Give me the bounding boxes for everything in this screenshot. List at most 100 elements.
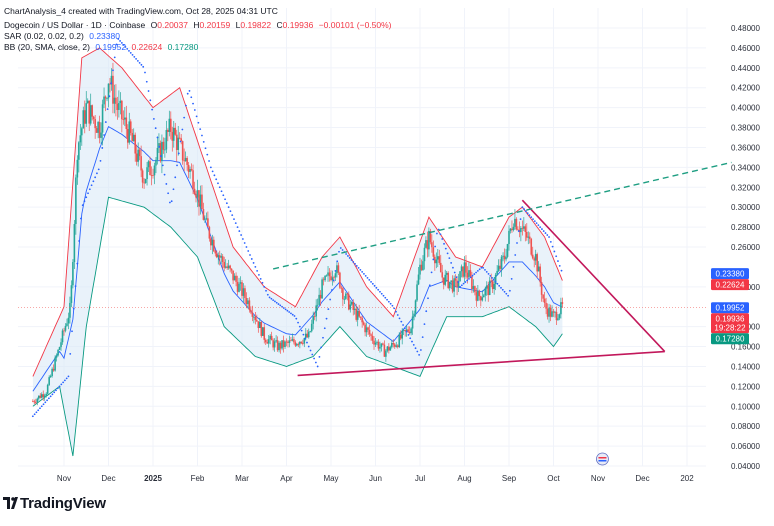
candle-body [334, 273, 337, 278]
sar-dot [169, 201, 171, 204]
sar-dot [448, 257, 451, 260]
candle-body [146, 167, 148, 180]
candle-body [86, 100, 89, 104]
candle-body [174, 127, 177, 135]
candle-body [371, 335, 374, 341]
sar-dot [485, 270, 488, 273]
sar-dot [484, 268, 486, 271]
sar-legend[interactable]: SAR (0.02, 0.02, 0.2) 0.23380 [4, 31, 120, 41]
x-tick-label: Jun [369, 474, 382, 483]
candle-body [345, 293, 347, 299]
ohlc-l: L0.19822 [235, 20, 272, 30]
candle-body [149, 161, 151, 176]
ohlc-c: C0.19936 [276, 20, 314, 30]
sar-dot [533, 220, 536, 223]
candle-body [104, 96, 107, 99]
candle-body [542, 294, 544, 299]
candle-body [214, 251, 217, 254]
candle-body [437, 256, 439, 260]
candle-body [472, 286, 475, 289]
sar-dot [165, 183, 168, 185]
sar-dot [371, 282, 374, 285]
x-tick-label: Nov [591, 474, 605, 483]
sar-dot [186, 92, 189, 95]
candle-body [167, 130, 169, 132]
sar-dot [407, 334, 410, 336]
candle-body [81, 128, 83, 136]
sar-dot [363, 272, 365, 275]
candle-body [239, 282, 242, 284]
candle-body [557, 318, 559, 321]
candle-body [413, 313, 415, 317]
sar-dot [396, 314, 399, 316]
x-tick-label: Sep [502, 474, 517, 483]
sar-dot [192, 102, 194, 105]
sar-dot [478, 268, 481, 271]
candle-body [247, 300, 249, 305]
sar-dot [174, 176, 177, 179]
sar-dot [37, 409, 40, 412]
sar-dot [491, 276, 493, 279]
candle-body [487, 285, 490, 296]
sar-dot [145, 80, 148, 83]
candle-body [393, 344, 396, 347]
candle-body [181, 141, 184, 161]
candle-body [54, 357, 56, 371]
earnings-flag[interactable] [596, 452, 609, 466]
candle-body [471, 276, 473, 289]
sar-dot [309, 349, 312, 352]
candle-body [293, 339, 295, 343]
candle-body [175, 134, 178, 150]
candle-body [95, 128, 98, 133]
sar-dot [475, 271, 477, 274]
sar-dot [366, 276, 369, 279]
candle-body [509, 228, 512, 231]
sar-dot [140, 63, 143, 66]
candle-body [514, 218, 516, 227]
y-tick-label: 0.36000 [731, 143, 760, 152]
candle-body [528, 236, 531, 239]
y-tick-label: 0.48000 [731, 24, 760, 33]
sar-dot [318, 355, 321, 358]
candle-body [343, 298, 346, 300]
candle-body [423, 247, 426, 262]
sar-dot [436, 232, 438, 235]
y-tick-label: 0.14000 [731, 362, 760, 371]
candle-body [457, 281, 460, 288]
candle-body [444, 274, 447, 285]
candle-body [321, 279, 323, 299]
sar-dot [131, 53, 134, 56]
candle-body [251, 312, 254, 317]
sar-dot [494, 280, 497, 283]
candle-body [119, 100, 122, 104]
candle-body [285, 341, 288, 343]
candle-body [276, 340, 279, 351]
price-badge [711, 302, 749, 314]
candle-body [113, 97, 116, 104]
sar-dot [393, 307, 396, 310]
candle-body [218, 255, 221, 258]
bb-legend[interactable]: BB (20, SMA, close, 2) 0.19952 0.22624 0… [4, 42, 199, 52]
candle-body [484, 288, 487, 296]
candle-body [465, 262, 467, 273]
sar-dot [347, 255, 349, 257]
candle-body [224, 266, 227, 268]
candle-body [152, 175, 154, 176]
sar-dot [241, 238, 244, 240]
candle-body [448, 282, 451, 289]
candle-body [210, 238, 212, 246]
sar-dot [227, 206, 230, 209]
sar-dot [201, 134, 203, 137]
candle-body [159, 143, 162, 162]
sar-dot [142, 65, 145, 68]
candle-body [126, 129, 129, 143]
sar-dot [311, 353, 314, 356]
sar-dot [286, 309, 289, 312]
candle-body [499, 265, 501, 269]
candle-body [121, 100, 123, 120]
candle-body [253, 316, 255, 318]
candle-body [478, 290, 481, 297]
candle-body [116, 103, 119, 110]
sar-dot [199, 128, 202, 131]
